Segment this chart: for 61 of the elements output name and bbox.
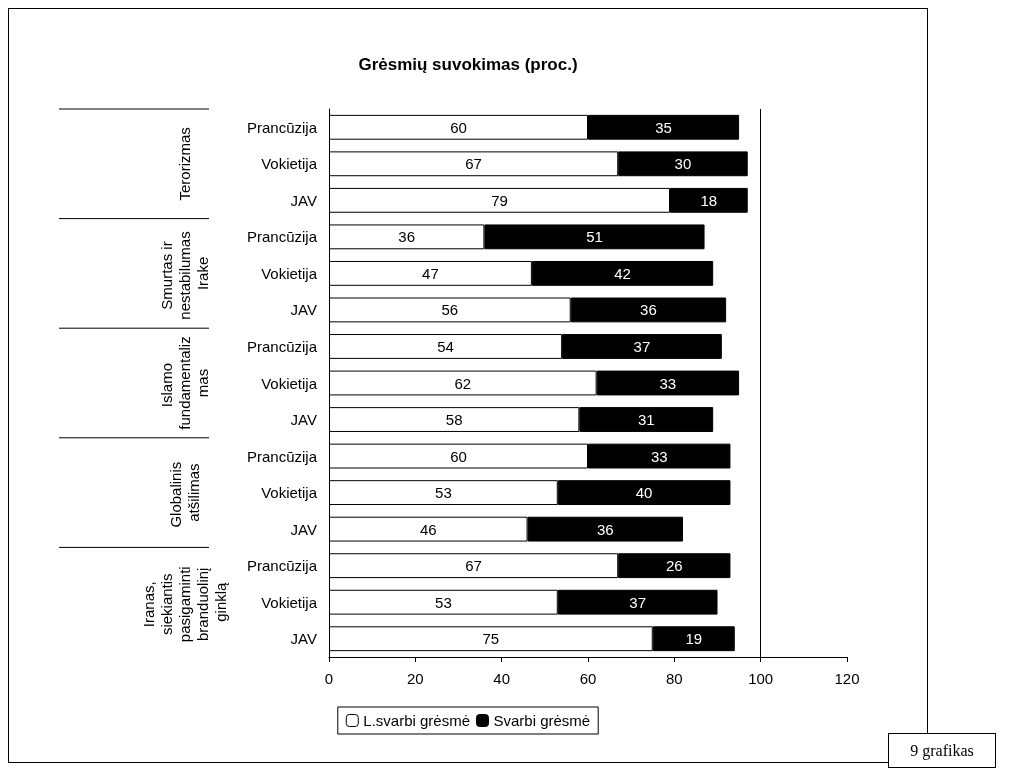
- data-label: 30: [674, 155, 692, 173]
- y-tick-label: Vokietija: [261, 374, 318, 392]
- data-label: 53: [435, 593, 452, 611]
- legend-label: L.svarbi grėsmė: [363, 712, 471, 729]
- x-tick-label: 20: [406, 670, 424, 687]
- chart-title: Grėsmių suvokimas (proc.): [358, 55, 578, 74]
- data-label: 51: [586, 228, 603, 246]
- data-label: 40: [635, 484, 653, 502]
- x-tick-label: 80: [665, 670, 683, 687]
- y-tick-label: Vokietija: [261, 264, 318, 282]
- data-label: 31: [637, 411, 655, 429]
- data-label: 60: [450, 447, 467, 465]
- data-label: 53: [435, 484, 452, 502]
- y-tick-label: Vokietija: [261, 593, 318, 611]
- x-tick-label: 100: [748, 670, 774, 687]
- data-label: 36: [398, 228, 416, 246]
- y-tick-label: JAV: [290, 191, 317, 209]
- y-tick-label: JAV: [290, 630, 317, 648]
- data-label: 56: [441, 301, 459, 319]
- data-label: 54: [437, 337, 454, 355]
- data-label: 75: [482, 630, 500, 648]
- y-tick-label: Prancūzija: [246, 337, 318, 355]
- y-tick-label: Prancūzija: [246, 118, 318, 136]
- data-label: 26: [665, 557, 683, 575]
- x-tick-label: 40: [493, 670, 511, 687]
- data-label: 58: [445, 411, 463, 429]
- text: Iranas, siekiantis pasigaminti branduolinį ginklą: [139, 562, 229, 643]
- x-tick-label: 60: [579, 670, 597, 687]
- data-label: 35: [655, 118, 672, 136]
- y-tick-label: JAV: [290, 520, 317, 538]
- text: 9 grafikas: [888, 733, 996, 768]
- data-label: 36: [640, 301, 657, 319]
- data-label: 79: [491, 191, 508, 209]
- x-tick-label: 0: [324, 670, 334, 687]
- data-label: 46: [419, 520, 437, 538]
- text: Terorizmas: [175, 127, 193, 201]
- data-label: 42: [614, 264, 631, 282]
- y-tick-label: Prancūzija: [246, 447, 318, 465]
- y-tick-label: Vokietija: [261, 484, 318, 502]
- y-tick-label: Vokietija: [261, 155, 318, 173]
- y-tick-label: Prancūzija: [246, 557, 318, 575]
- data-label: 33: [659, 374, 677, 392]
- data-label: 33: [650, 447, 668, 465]
- text: Globalinis atšilimas: [166, 457, 202, 528]
- data-label: 62: [454, 374, 472, 392]
- y-tick-label: JAV: [290, 301, 317, 319]
- data-label: 47: [422, 264, 439, 282]
- y-tick-label: Prancūzija: [246, 228, 318, 246]
- data-label: 67: [465, 155, 482, 173]
- data-label: 37: [633, 337, 651, 355]
- data-label: 67: [465, 557, 482, 575]
- data-label: 60: [450, 118, 467, 136]
- data-label: 19: [685, 630, 703, 648]
- data-label: 18: [700, 191, 718, 209]
- data-label: 37: [629, 593, 646, 611]
- text: Smurtas ir nestabilumas Irake: [157, 227, 211, 320]
- legend-label: Svarbi grėsmė: [493, 712, 591, 729]
- data-label: 36: [596, 520, 614, 538]
- x-tick-label: 120: [834, 670, 860, 687]
- text: Islamo fundamentalizmas: [157, 336, 211, 430]
- y-tick-label: JAV: [290, 411, 317, 429]
